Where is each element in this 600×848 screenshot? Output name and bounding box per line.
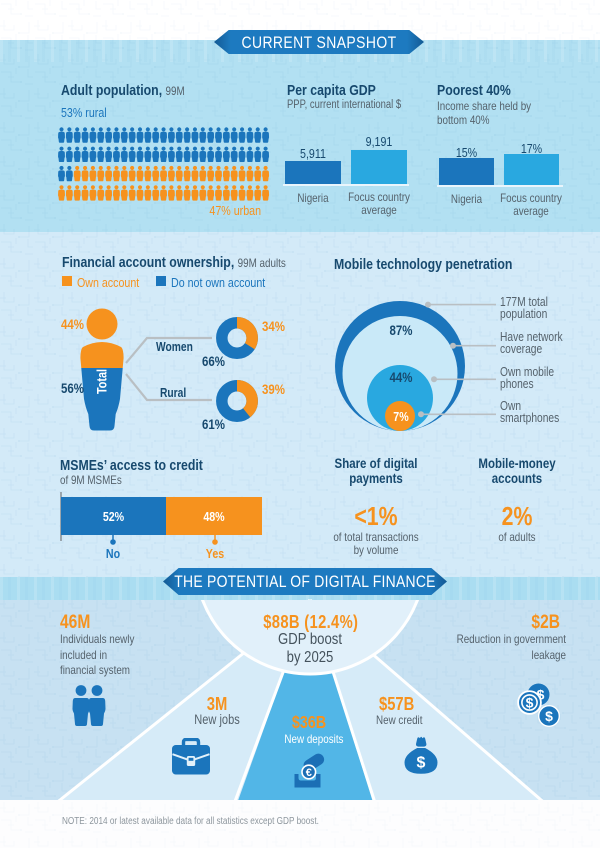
svg-text:€: € bbox=[306, 767, 312, 779]
svg-text:$: $ bbox=[537, 687, 545, 703]
svg-text:$: $ bbox=[526, 695, 534, 711]
svg-text:$: $ bbox=[417, 755, 426, 772]
svg-text:$: $ bbox=[545, 708, 553, 724]
